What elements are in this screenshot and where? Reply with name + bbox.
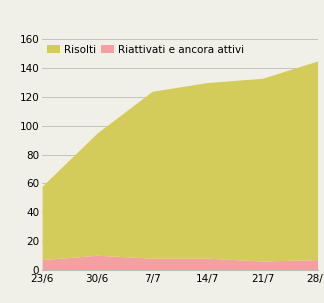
Legend: Risolti, Riattivati e ancora attivi: Risolti, Riattivati e ancora attivi xyxy=(47,45,244,55)
